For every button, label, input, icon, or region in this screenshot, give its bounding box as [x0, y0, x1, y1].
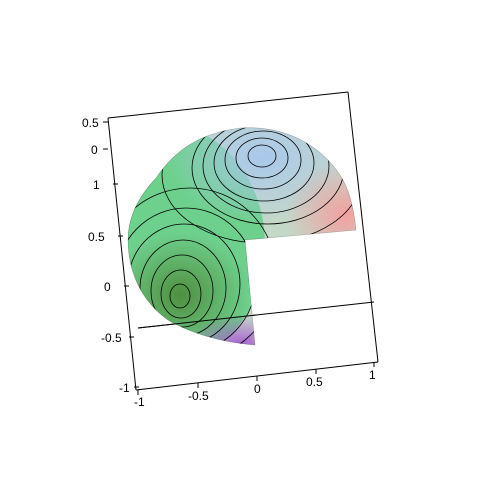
surface-outline — [127, 127, 357, 346]
z-tick-label: 0.5 — [82, 116, 99, 130]
contour-line — [235, 137, 289, 179]
x-tick-label: 0.5 — [306, 375, 323, 389]
y-tick-label: -1 — [119, 381, 130, 395]
contour-line — [169, 283, 191, 309]
contour-line — [213, 127, 315, 202]
x-tick-label: -0.5 — [188, 389, 209, 403]
box-edge — [107, 91, 349, 119]
z-axis — [103, 121, 108, 150]
box-edge — [107, 117, 137, 391]
contour-line — [224, 130, 302, 190]
box-edge — [347, 91, 379, 363]
surface-pink-region — [285, 160, 356, 270]
contour-line — [150, 254, 214, 328]
y-axis — [113, 183, 139, 388]
y-tick-label: -0.5 — [101, 331, 122, 345]
box-edge — [137, 314, 257, 329]
y-tick-label: 1 — [93, 178, 100, 192]
contour-line — [202, 127, 330, 214]
x-axis — [137, 362, 375, 395]
contour-line — [160, 269, 202, 319]
x-tick-label: -1 — [134, 395, 145, 409]
surface-purple-region — [185, 315, 295, 345]
x-tick-label: 0 — [254, 382, 261, 396]
y-tick-label: 0.5 — [88, 230, 105, 244]
x-tick-label: 1 — [369, 368, 376, 382]
z-tick-label: 0 — [91, 143, 98, 157]
contour-line — [247, 144, 277, 168]
y-tick-label: 0 — [104, 280, 111, 294]
